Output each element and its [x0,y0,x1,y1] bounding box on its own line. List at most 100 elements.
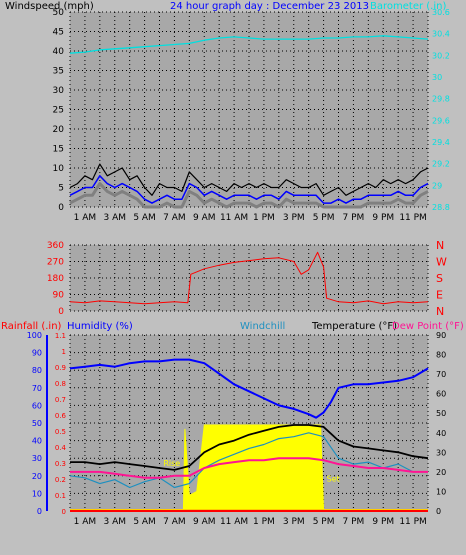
direction-y-tick-label: 180 [47,274,64,284]
wind-y-tick-label: 30 [53,86,65,96]
wind-y-tick-label: 0 [58,203,64,213]
humidity-y-tick-label: 90 [32,349,42,358]
wind-gust-shadow-line [69,182,429,209]
temperature-x-tick-label: 7 AM [163,517,186,527]
barometer-line [69,35,429,54]
wind-x-tick-label: 3 AM [103,213,126,223]
chart-panels: 0510152025303540455028.82929.229.429.629… [27,8,450,527]
temperature-x-tick-label: 9 PM [372,517,394,527]
rain-y-tick-label: 0.8 [55,380,66,388]
solar-radiation-area [182,424,325,512]
dewpoint-line [70,457,428,479]
barometer-y-tick-label: 28.8 [432,203,450,212]
wind-direction-line [69,251,429,305]
rain-y-tick-label: 0.6 [55,412,67,420]
temperature-x-tick-label: 1 PM [253,517,275,527]
rain-y-tick-label: 0.7 [55,396,66,404]
barometer-y-tick-label: 30.2 [432,51,450,60]
direction-y-tick-label: 90 [53,291,65,301]
barometer-y-tick-label: 29.8 [432,95,450,104]
humidity-y-tick-label: 0 [37,507,42,516]
rainfall-axis-label: Rainfall (.in) [1,321,62,332]
direction-compass-label: N [436,305,444,318]
temperature-y-tick-label: 60 [436,390,446,399]
humidity-y-tick-label: 50 [32,419,42,428]
wind-x-tick-label: 5 AM [133,213,156,223]
wind-x-tick-label: 5 PM [313,213,335,223]
barometer-y-tick-label: 29 [432,181,442,190]
temperature-y-tick-label: 30 [436,448,446,457]
temperature-y-tick-label: 80 [436,351,446,360]
rain-y-tick-label: 0.9 [55,364,66,372]
rain-y-tick-label: 0.4 [55,444,67,452]
temperature-x-tick-label: 5 PM [313,517,335,527]
humidity-y-tick-label: 40 [32,437,42,446]
temperature-grid [69,334,429,512]
windchill-line [69,432,428,489]
humidity-line [69,358,429,419]
wind-x-tick-label: 9 PM [372,213,394,223]
windspeed-axis-label: Windspeed (mph) [5,1,94,12]
chart-title: 24 hour graph day : December 23 2013 [170,1,369,12]
windchill-label: Windchill [240,321,285,332]
direction-compass-label: E [436,289,443,302]
temperature-x-tick-label: 3 AM [103,517,126,527]
temperature-y-tick-label: 20 [436,468,446,477]
wind-y-tick-label: 25 [53,106,64,116]
wind-y-tick-label: 20 [53,125,65,135]
wind-y-tick-label: 35 [53,67,64,77]
wind-y-tick-label: 15 [53,145,64,155]
temperature-x-tick-label: 5 AM [133,517,156,527]
humidity-y-tick-label: 30 [32,454,42,463]
rain-y-tick-label: 0.1 [55,492,66,500]
wind-average-line [69,175,429,204]
temperature-x-tick-label: 11 AM [220,517,248,527]
rain-y-tick-label: 1.1 [55,332,66,340]
barometer-axis-label: Barometer (.in) [370,1,446,12]
direction-compass-label: S [436,272,443,285]
rain-y-tick-label: 0 [62,508,66,516]
barometer-y-tick-label: 30.6 [432,8,450,17]
wind-y-tick-label: 5 [58,184,64,194]
rain-y-tick-label: 0.3 [55,460,66,468]
wind-x-tick-label: 1 PM [253,213,275,223]
wind-x-tick-label: 7 PM [343,213,365,223]
wind-y-tick-label: 50 [53,8,65,18]
humidity-y-tick-label: 70 [32,384,42,393]
barometer-y-tick-label: 29.4 [432,138,450,147]
temperature-axis-label: Temperature (°F) [311,321,397,332]
dewpoint-label: Dew Point (°F) [392,321,464,332]
sunset-label: Set [327,475,340,484]
wind-x-tick-label: 9 AM [193,213,216,223]
direction-y-tick-label: 360 [47,241,64,251]
rain-y-tick-label: 0.5 [55,428,66,436]
wind-x-tick-label: 11 PM [399,213,427,223]
barometer-y-tick-label: 30 [432,73,442,82]
sunrise-label: Rise [163,459,180,468]
humidity-y-tick-label: 20 [32,472,42,481]
humidity-axis-label: Humidity (%) [67,321,133,332]
temperature-y-tick-label: 50 [436,409,446,418]
windspeed-line [69,163,429,196]
barometer-y-tick-label: 30.4 [432,30,450,39]
wind-y-tick-label: 40 [53,47,65,57]
temperature-x-tick-label: 9 AM [193,517,216,527]
direction-compass-label: N [436,239,444,252]
temperature-x-tick-label: 11 PM [399,517,427,527]
direction-grid [69,244,429,312]
temperature-x-tick-label: 7 PM [343,517,365,527]
temperature-line [70,424,429,471]
temperature-y-tick-label: 10 [436,487,446,496]
direction-y-tick-label: 270 [47,258,64,268]
barometer-y-tick-label: 29.2 [432,160,450,169]
humidity-y-tick-label: 60 [32,401,42,410]
rain-y-tick-label: 1 [62,348,66,356]
wind-y-tick-label: 10 [53,164,65,174]
direction-compass-label: W [436,256,447,269]
temperature-y-tick-label: 40 [436,429,446,438]
wind-x-tick-label: 3 PM [283,213,305,223]
humidity-y-tick-label: 100 [27,331,42,340]
temperature-y-tick-label: 70 [436,370,446,379]
